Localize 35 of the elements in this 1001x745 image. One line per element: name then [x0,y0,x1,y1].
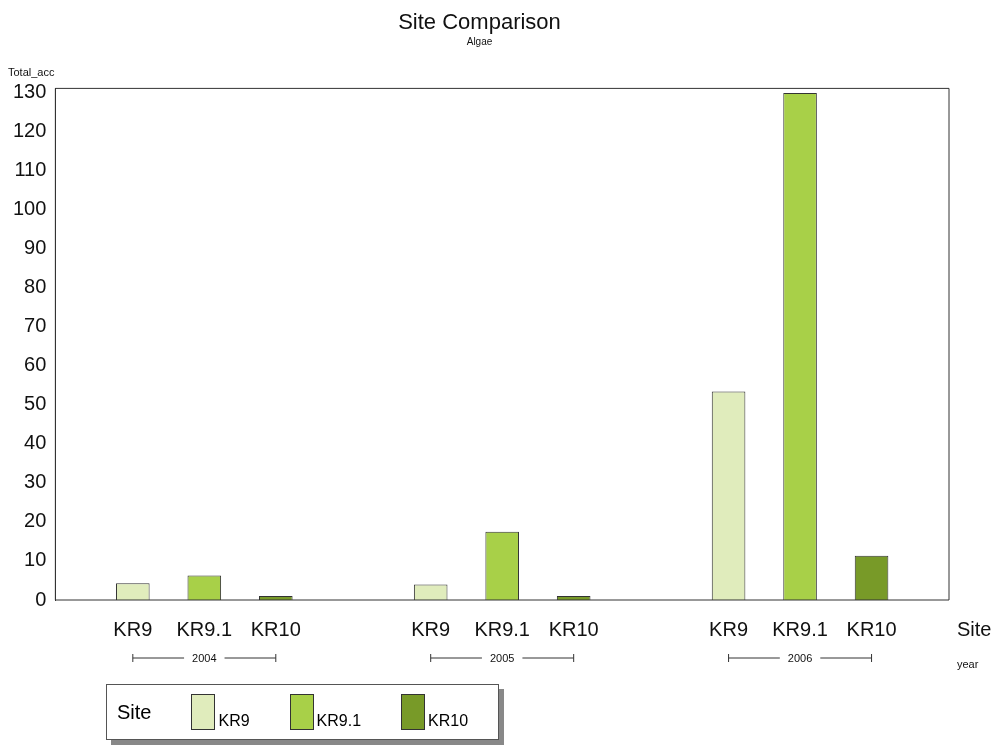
text: Site [957,618,992,640]
text: KR9 [709,618,749,640]
y-tick-label: 90 [24,236,47,259]
text: KR9.1 [772,618,828,640]
x-tick-label: 2005 [489,652,515,664]
text: KR10 [250,618,301,640]
text: KR9.1 [176,618,233,640]
y-tick-label: 40 [24,431,47,454]
y-tick-label: 100 [12,196,47,219]
x-tick-label: 2004 [192,652,217,664]
y-tick-label: 20 [24,509,47,532]
y-tick-label: 110 [14,157,47,180]
y-axis-title: Total_acc [8,66,55,79]
chart-subtitle: Algae [466,36,493,48]
text: KR9.1 [474,618,530,640]
y-tick-label: 80 [24,275,47,298]
y-tick-label: 70 [24,314,47,337]
y-tick-label: 60 [24,353,47,376]
legend-label: KR10 [428,712,469,730]
legend-label: KR9.1 [316,712,362,730]
legend-label: KR9 [218,712,250,730]
y-tick-label: 30 [24,470,47,493]
y-tick-label: 130 [12,79,47,102]
text: KR9 [113,618,153,640]
text: KR10 [846,618,897,640]
chart-title: Site Comparison [398,9,561,35]
legend-title: Site [117,700,152,724]
y-tick-label: 10 [24,548,47,571]
x-tick-label: 2006 [787,652,813,664]
y-tick-label: 0 [35,587,47,610]
text: KR9 [411,618,451,640]
y-tick-label: 50 [24,392,47,415]
y-tick-label: 120 [12,118,47,141]
x-axis-title: year [957,658,979,670]
text: KR10 [548,618,599,640]
